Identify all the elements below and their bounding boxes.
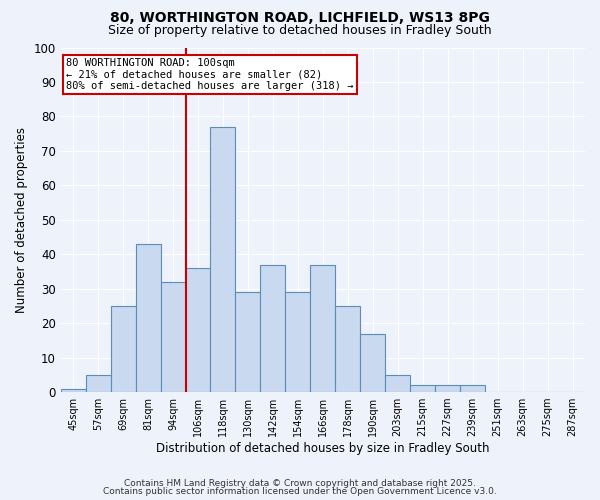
Text: Contains HM Land Registry data © Crown copyright and database right 2025.: Contains HM Land Registry data © Crown c… bbox=[124, 478, 476, 488]
Bar bbox=[161, 282, 185, 392]
Y-axis label: Number of detached properties: Number of detached properties bbox=[15, 127, 28, 313]
Bar bbox=[310, 264, 335, 392]
Bar bbox=[110, 306, 136, 392]
Bar bbox=[360, 334, 385, 392]
Bar bbox=[235, 292, 260, 392]
Bar bbox=[260, 264, 286, 392]
Bar bbox=[211, 127, 235, 392]
Bar bbox=[435, 385, 460, 392]
Bar bbox=[385, 375, 410, 392]
Bar bbox=[86, 375, 110, 392]
Text: Size of property relative to detached houses in Fradley South: Size of property relative to detached ho… bbox=[108, 24, 492, 37]
Bar bbox=[61, 388, 86, 392]
X-axis label: Distribution of detached houses by size in Fradley South: Distribution of detached houses by size … bbox=[156, 442, 490, 455]
Bar bbox=[410, 385, 435, 392]
Text: Contains public sector information licensed under the Open Government Licence v3: Contains public sector information licen… bbox=[103, 487, 497, 496]
Text: 80 WORTHINGTON ROAD: 100sqm
← 21% of detached houses are smaller (82)
80% of sem: 80 WORTHINGTON ROAD: 100sqm ← 21% of det… bbox=[66, 58, 353, 91]
Bar bbox=[136, 244, 161, 392]
Bar bbox=[185, 268, 211, 392]
Bar bbox=[460, 385, 485, 392]
Bar bbox=[286, 292, 310, 392]
Text: 80, WORTHINGTON ROAD, LICHFIELD, WS13 8PG: 80, WORTHINGTON ROAD, LICHFIELD, WS13 8P… bbox=[110, 11, 490, 25]
Bar bbox=[335, 306, 360, 392]
